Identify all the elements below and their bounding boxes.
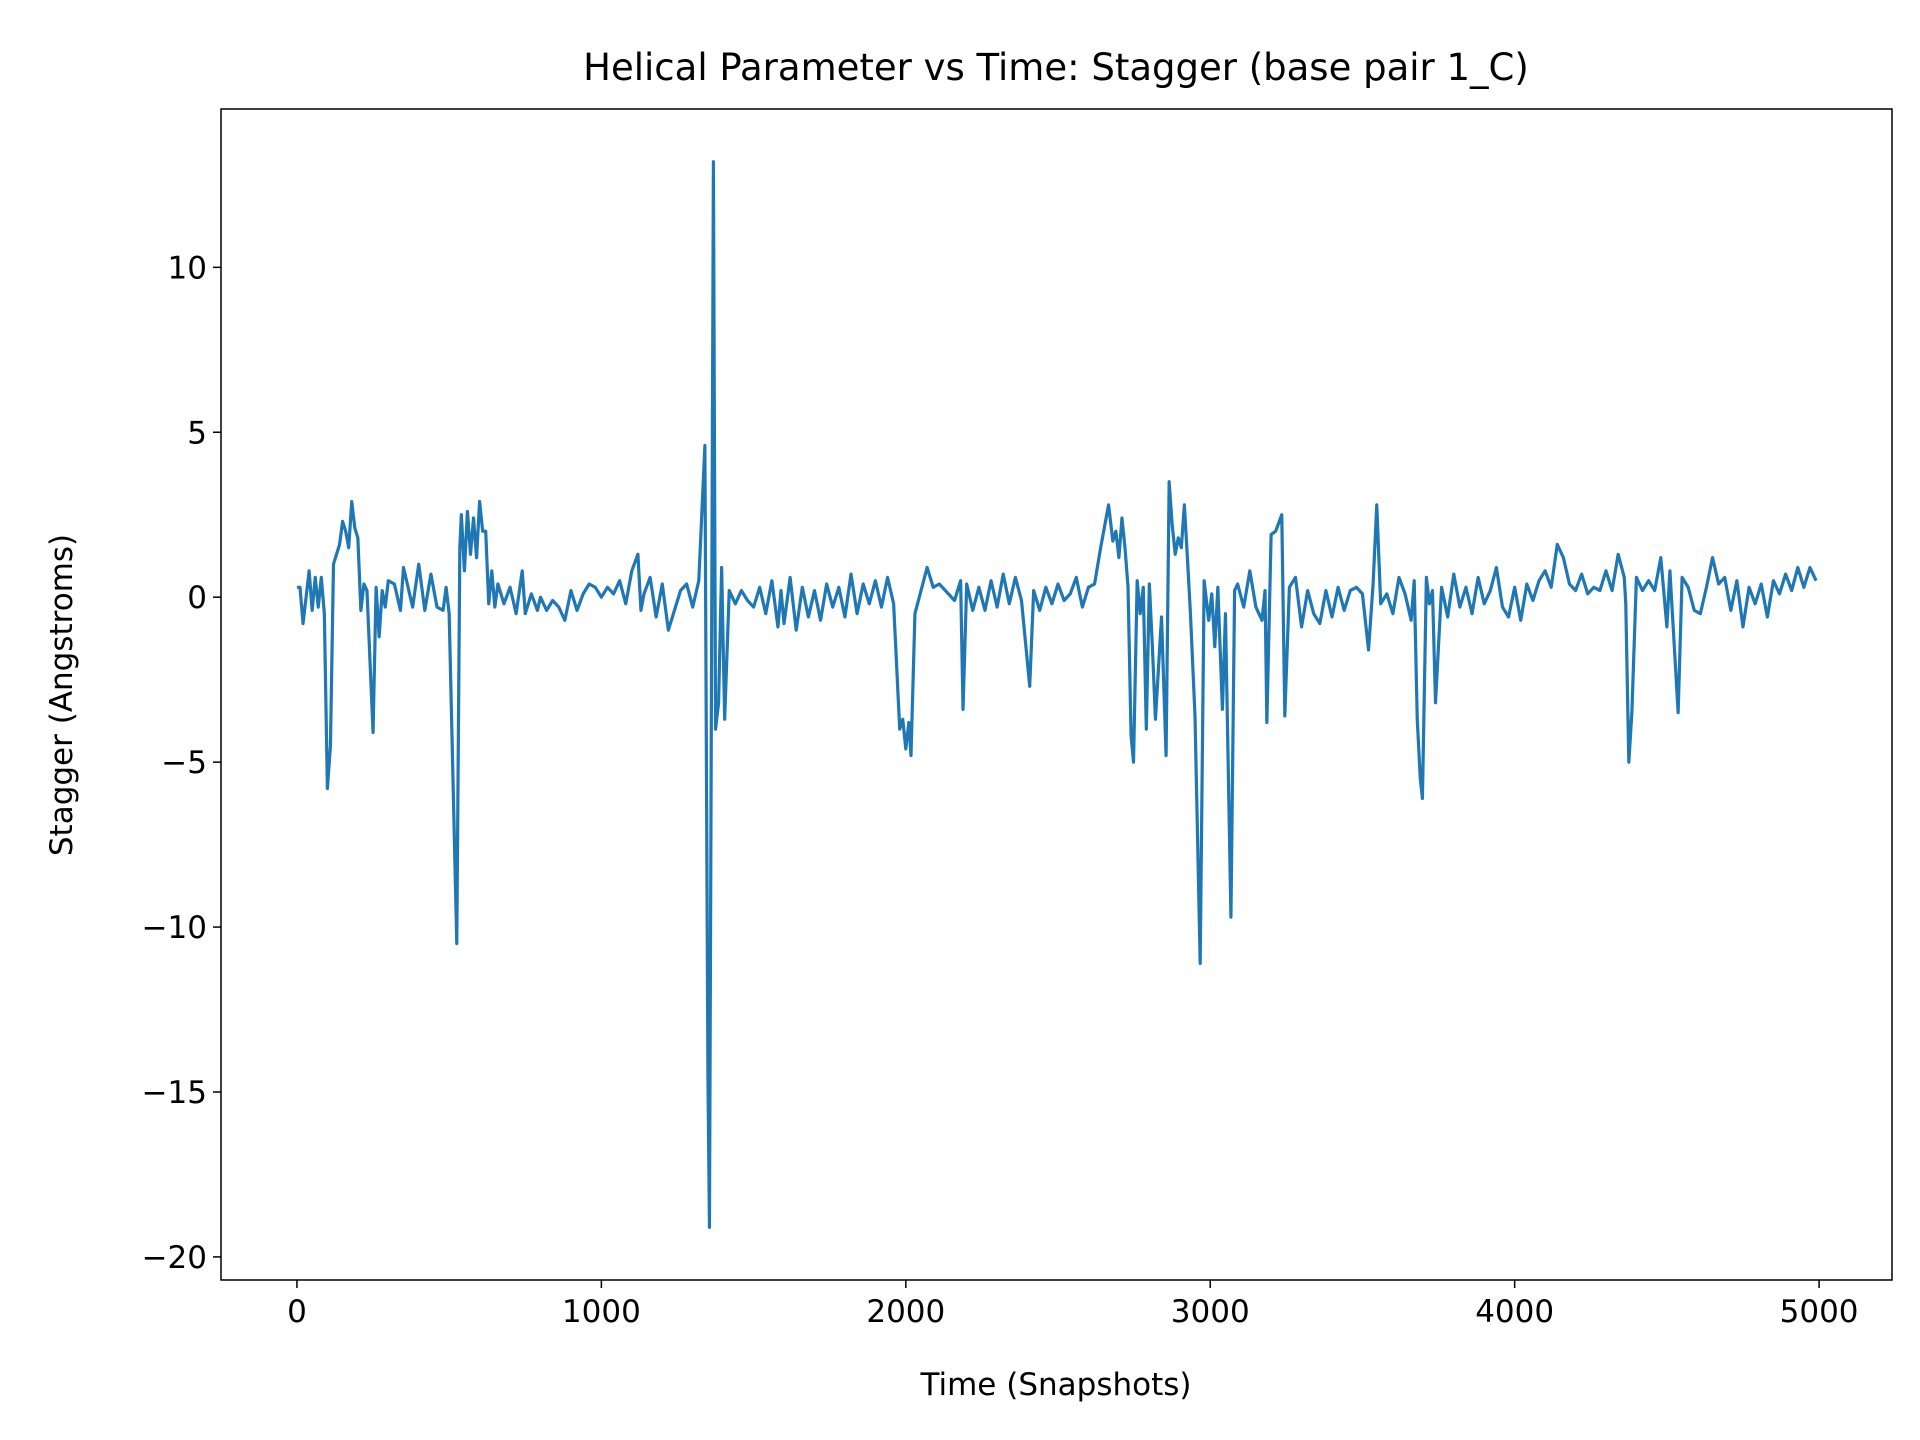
x-axis-label: Time (Snapshots) [920,1367,1192,1403]
x-tick-label: 3000 [1171,1294,1250,1330]
x-tick-label: 4000 [1475,1294,1554,1330]
y-tick-label: 10 [168,250,207,286]
y-tick-label: 0 [187,580,207,616]
chart-title: Helical Parameter vs Time: Stagger (base… [583,46,1529,89]
x-tick-label: 5000 [1780,1294,1859,1330]
y-tick-label: 5 [187,415,207,451]
y-axis-label: Stagger (Angstroms) [44,534,80,856]
plot-frame [220,108,1893,1281]
data-line [296,160,1818,1229]
y-tick-label: −20 [142,1240,207,1276]
x-tick-label: 0 [287,1294,307,1330]
y-tick-label: −5 [161,745,207,781]
y-tick-label: −15 [142,1075,207,1111]
x-tick-label: 2000 [866,1294,945,1330]
y-tick-label: −10 [142,910,207,946]
x-tick-label: 1000 [562,1294,641,1330]
